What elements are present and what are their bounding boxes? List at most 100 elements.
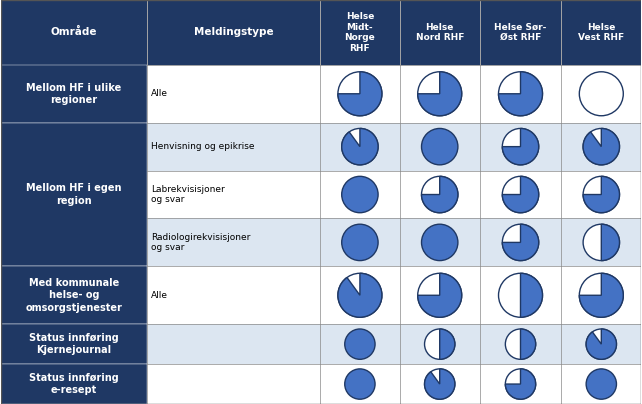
Circle shape <box>342 128 378 165</box>
Wedge shape <box>418 72 462 116</box>
Circle shape <box>586 329 616 359</box>
Wedge shape <box>579 273 623 317</box>
Text: Alle: Alle <box>152 89 168 98</box>
Bar <box>1 324 148 364</box>
Text: Med kommunale
helse- og
omsorgstjenester: Med kommunale helse- og omsorgstjenester <box>26 278 123 313</box>
Bar <box>1 123 148 266</box>
Bar <box>561 364 641 404</box>
Bar <box>148 324 320 364</box>
Wedge shape <box>422 176 458 213</box>
Wedge shape <box>505 369 535 399</box>
Bar <box>561 324 641 364</box>
Bar <box>561 219 641 266</box>
Text: Labrekvisisjoner
og svar: Labrekvisisjoner og svar <box>152 185 225 204</box>
Bar <box>480 364 561 404</box>
Text: Helse Sør-
Øst RHF: Helse Sør- Øst RHF <box>494 23 547 42</box>
Circle shape <box>505 329 535 359</box>
Bar <box>320 65 400 123</box>
Wedge shape <box>338 273 382 317</box>
Circle shape <box>422 176 458 213</box>
Circle shape <box>422 224 458 261</box>
Wedge shape <box>502 128 539 165</box>
Circle shape <box>345 329 375 359</box>
Circle shape <box>583 176 620 213</box>
Circle shape <box>418 72 462 116</box>
Wedge shape <box>586 329 616 359</box>
Bar <box>561 266 641 324</box>
Bar <box>1 266 148 324</box>
Circle shape <box>345 369 375 399</box>
Bar <box>400 266 480 324</box>
Circle shape <box>502 128 539 165</box>
Circle shape <box>583 128 620 165</box>
Bar <box>320 324 400 364</box>
Text: Status innføring
e-resept: Status innføring e-resept <box>30 373 119 395</box>
Circle shape <box>579 273 623 317</box>
Bar <box>1 0 148 65</box>
Circle shape <box>418 273 462 317</box>
Bar <box>320 0 400 65</box>
Text: Helse
Vest RHF: Helse Vest RHF <box>578 23 625 42</box>
Bar <box>320 123 400 170</box>
Bar <box>480 65 561 123</box>
Bar <box>561 0 641 65</box>
Wedge shape <box>521 329 535 359</box>
Text: Helse
Midt-
Norge
RHF: Helse Midt- Norge RHF <box>345 12 376 53</box>
Wedge shape <box>440 329 455 359</box>
Bar <box>148 170 320 219</box>
Bar <box>480 0 561 65</box>
Bar <box>480 219 561 266</box>
Text: Meldingstype: Meldingstype <box>194 27 273 38</box>
Circle shape <box>338 72 382 116</box>
Bar <box>480 324 561 364</box>
Bar <box>148 364 320 404</box>
Circle shape <box>499 72 542 116</box>
Wedge shape <box>583 176 620 213</box>
Bar <box>320 170 400 219</box>
Bar <box>480 266 561 324</box>
Text: Radiologirekvisisjoner
og svar: Radiologirekvisisjoner og svar <box>152 233 251 252</box>
Bar <box>400 364 480 404</box>
Bar <box>148 219 320 266</box>
Circle shape <box>342 176 378 213</box>
Wedge shape <box>502 224 539 261</box>
Circle shape <box>586 369 616 399</box>
Wedge shape <box>602 224 620 261</box>
Bar <box>400 170 480 219</box>
Bar <box>148 266 320 324</box>
Text: Mellom HF i egen
region: Mellom HF i egen region <box>26 183 122 206</box>
Bar <box>480 123 561 170</box>
Wedge shape <box>338 72 382 116</box>
Bar <box>400 324 480 364</box>
Circle shape <box>338 273 382 317</box>
Bar <box>320 364 400 404</box>
Circle shape <box>502 176 539 213</box>
Bar <box>148 0 320 65</box>
Wedge shape <box>342 128 378 165</box>
Wedge shape <box>499 72 542 116</box>
Circle shape <box>424 369 455 399</box>
Bar <box>561 170 641 219</box>
Circle shape <box>342 224 378 261</box>
Bar <box>400 0 480 65</box>
Text: Område: Område <box>51 27 98 38</box>
Text: Status innføring
Kjernejournal: Status innføring Kjernejournal <box>30 333 119 356</box>
Wedge shape <box>583 128 620 165</box>
Text: Helse
Nord RHF: Helse Nord RHF <box>415 23 464 42</box>
Circle shape <box>422 128 458 165</box>
Wedge shape <box>424 369 455 399</box>
Text: Alle: Alle <box>152 291 168 300</box>
Circle shape <box>499 273 542 317</box>
Wedge shape <box>521 273 542 317</box>
Bar <box>561 123 641 170</box>
Bar <box>561 65 641 123</box>
Bar <box>148 65 320 123</box>
Bar <box>480 170 561 219</box>
Wedge shape <box>418 273 462 317</box>
Bar <box>400 123 480 170</box>
Text: Henvisning og epikrise: Henvisning og epikrise <box>152 142 255 151</box>
Bar <box>400 219 480 266</box>
Bar <box>148 123 320 170</box>
Circle shape <box>502 224 539 261</box>
Circle shape <box>505 369 535 399</box>
